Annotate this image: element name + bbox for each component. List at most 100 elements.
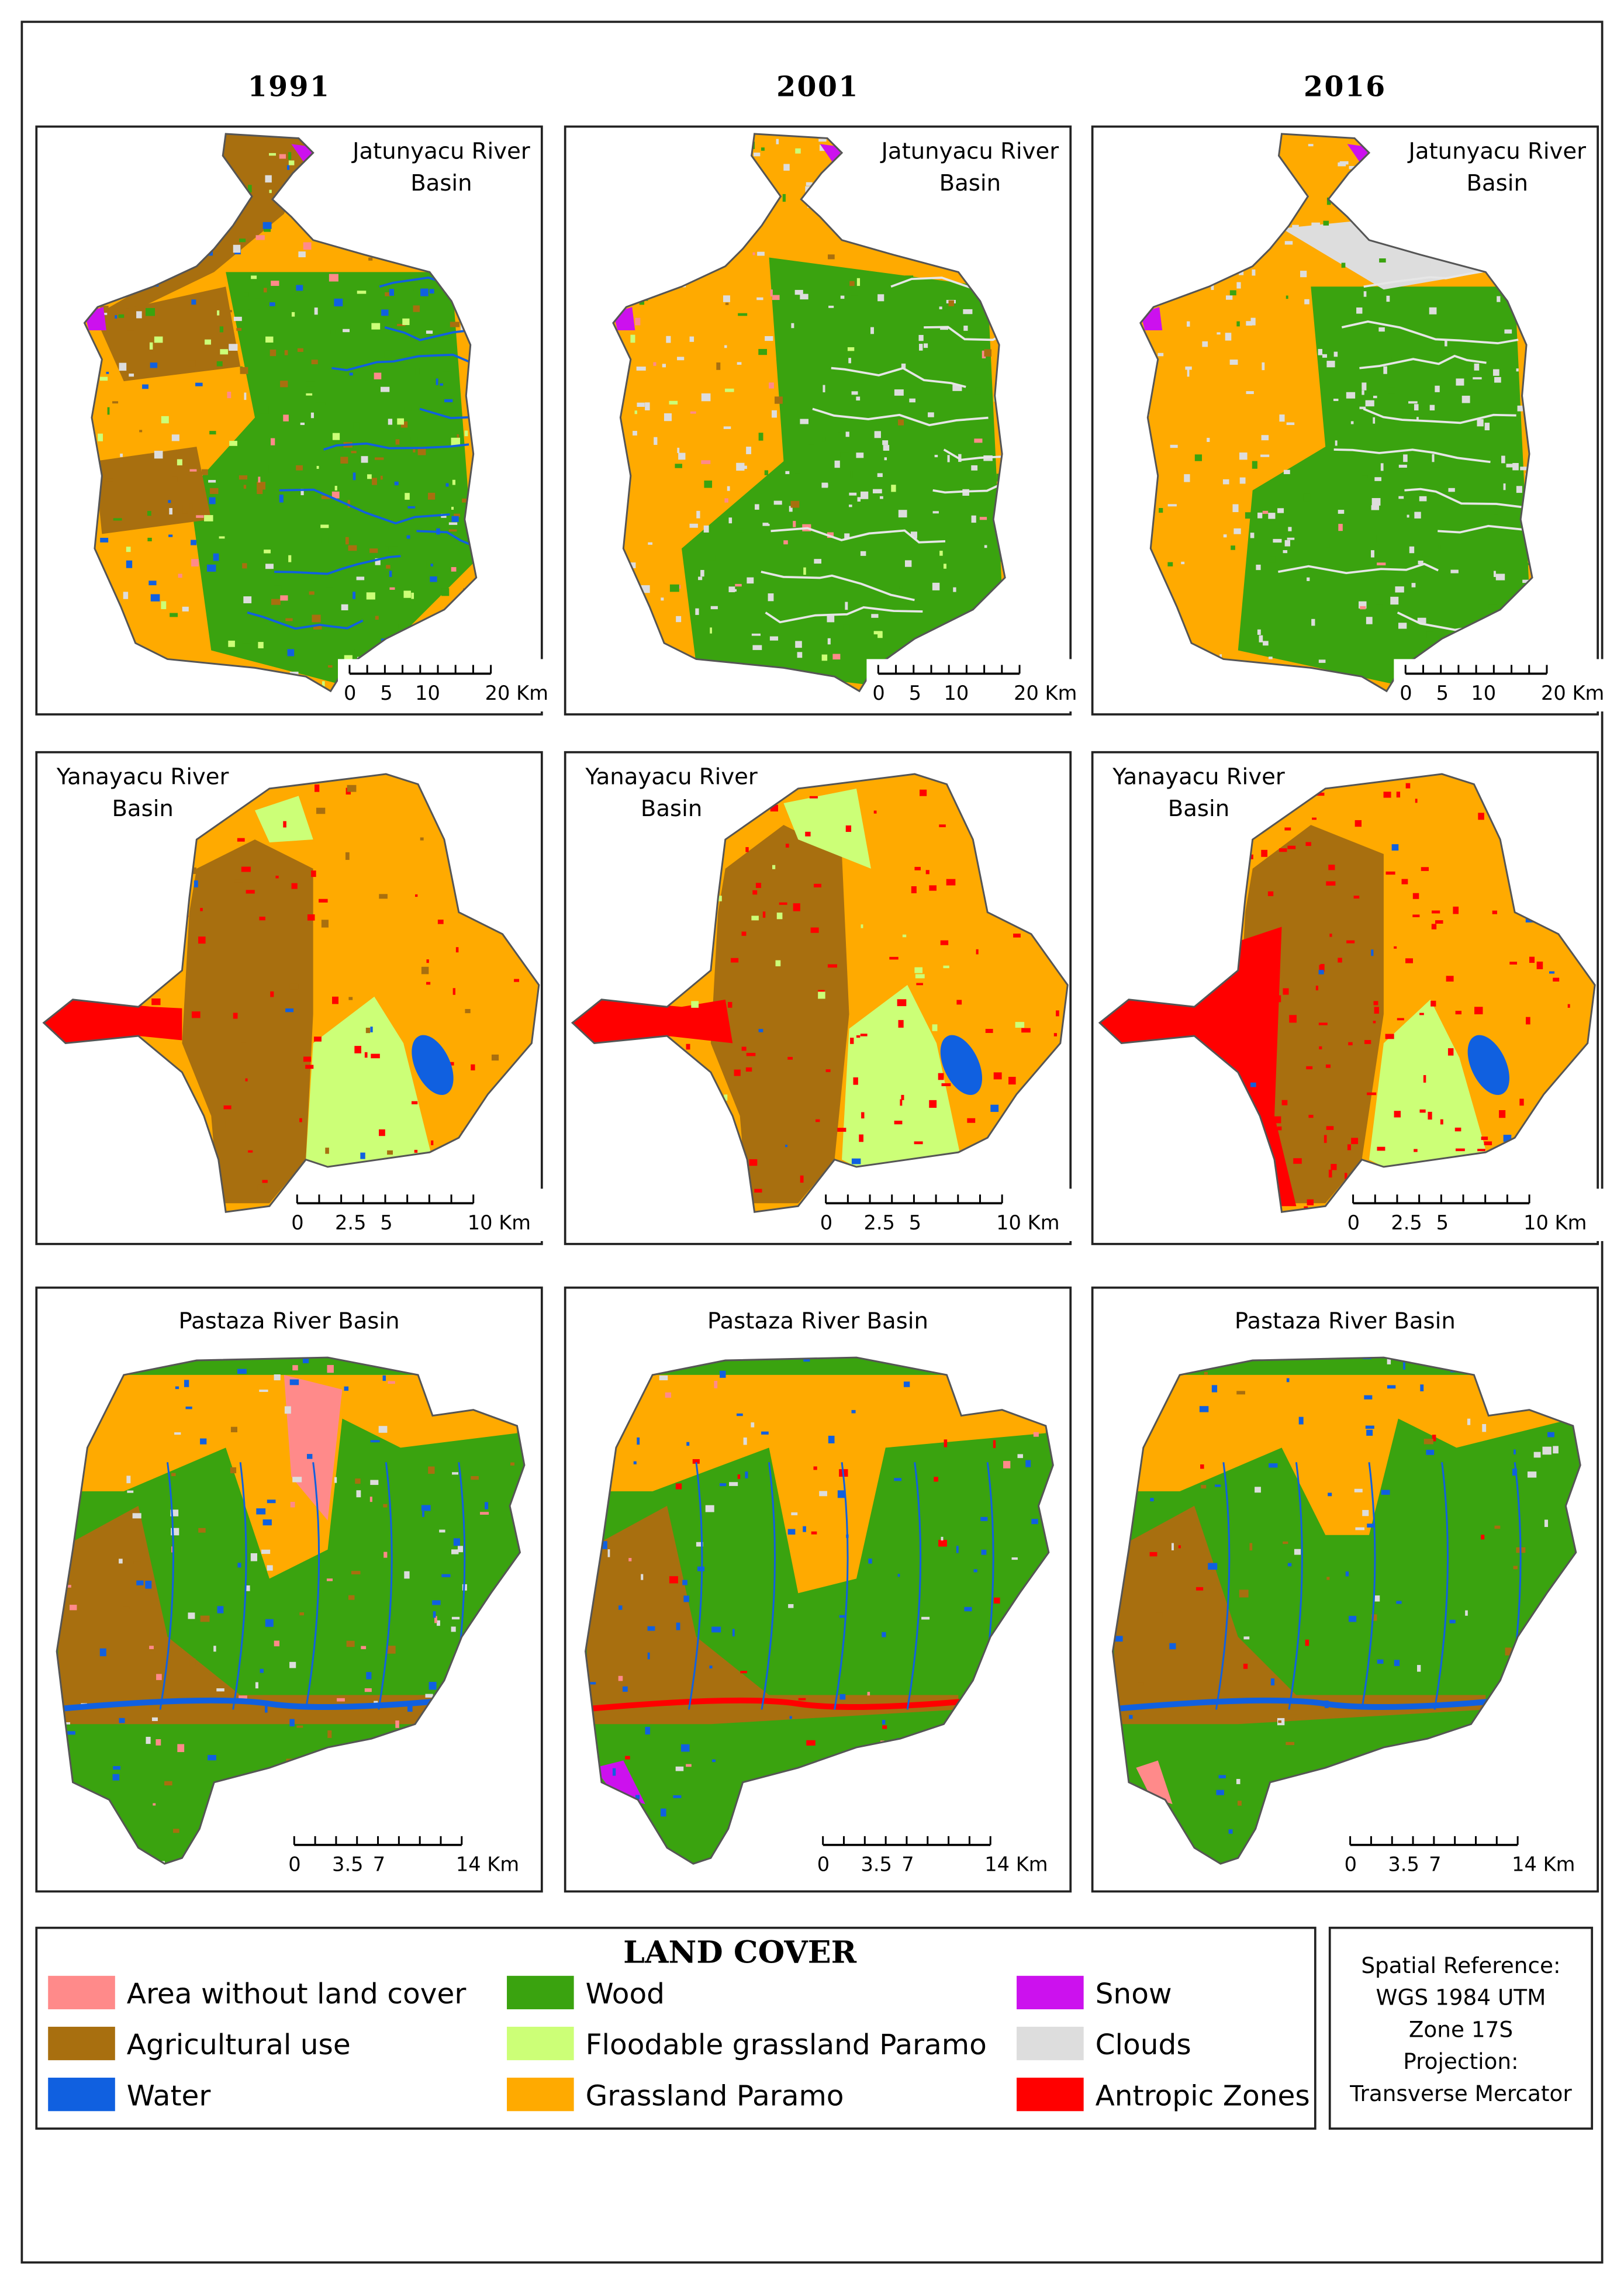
land-patch — [1300, 271, 1307, 278]
land-patch — [1391, 357, 1398, 364]
land-patch — [429, 1681, 437, 1690]
land-patch — [306, 381, 315, 387]
land-patch — [329, 274, 338, 282]
land-patch — [264, 226, 271, 232]
land-patch — [791, 323, 794, 329]
land-patch — [698, 576, 703, 581]
land-patch — [271, 281, 279, 286]
land-patch — [260, 1668, 264, 1673]
land-patch — [1283, 988, 1289, 995]
land-patch — [1246, 391, 1254, 395]
legend-swatch — [48, 1975, 115, 2010]
land-patch — [1461, 395, 1470, 403]
land-patch — [848, 358, 851, 364]
land-patch — [354, 1046, 361, 1053]
land-patch — [217, 1121, 226, 1128]
land-patch — [296, 465, 303, 471]
land-patch — [245, 1585, 250, 1591]
land-patch — [1497, 296, 1501, 302]
land-patch — [208, 480, 216, 483]
land-patch — [182, 606, 189, 611]
land-patch — [1421, 867, 1429, 871]
basin-map — [1140, 133, 1533, 692]
land-patch — [1419, 496, 1427, 502]
land-patch — [1267, 1091, 1276, 1095]
land-patch — [1394, 946, 1397, 949]
land-patch — [768, 593, 774, 602]
legend-label: Clouds — [1096, 2029, 1191, 2061]
land-patch — [932, 511, 939, 514]
land-patch — [843, 624, 850, 631]
land-patch — [675, 1766, 684, 1771]
land-patch — [286, 165, 290, 170]
land-patch — [932, 1024, 938, 1031]
land-patch — [1231, 545, 1235, 550]
land-patch — [810, 927, 819, 933]
land-patch — [1519, 471, 1523, 476]
land-patch — [261, 1549, 271, 1554]
land-patch — [919, 344, 923, 351]
land-patch — [695, 608, 699, 615]
land-patch — [1429, 405, 1435, 411]
land-patch — [1347, 1144, 1352, 1150]
land-patch — [765, 336, 773, 341]
land-patch — [662, 364, 666, 368]
land-patch — [451, 1626, 456, 1632]
land-patch — [148, 581, 157, 586]
land-patch — [288, 152, 292, 160]
land-patch — [856, 452, 864, 458]
land-patch — [1477, 419, 1484, 427]
land-patch — [355, 1478, 361, 1484]
land-patch — [973, 1569, 977, 1573]
river — [416, 530, 476, 566]
land-patch — [840, 295, 845, 299]
land-patch — [676, 1622, 680, 1630]
basin-label: Basin — [1168, 796, 1229, 822]
land-patch — [1416, 417, 1419, 421]
land-patch — [1423, 1075, 1426, 1083]
land-patch — [1249, 1543, 1253, 1551]
land-patch — [1455, 1148, 1465, 1152]
land-patch — [1233, 528, 1241, 534]
land-patch — [426, 982, 431, 985]
land-patch — [300, 422, 305, 426]
land-patch — [704, 481, 713, 488]
land-patch — [1276, 528, 1280, 532]
land-patch — [758, 1029, 763, 1032]
land-patch — [612, 1768, 616, 1776]
land-patch — [1021, 1028, 1031, 1033]
land-patch — [1542, 1446, 1552, 1455]
land-patch — [243, 596, 252, 603]
land-patch — [661, 597, 664, 601]
land-patch — [1553, 977, 1560, 982]
land-patch — [967, 1118, 976, 1123]
land-patch — [1377, 562, 1386, 566]
land-patch — [405, 493, 410, 500]
land-patch — [1239, 452, 1248, 460]
land-patch — [1526, 1017, 1530, 1025]
land-patch — [943, 965, 949, 969]
land-patch — [205, 339, 211, 345]
land-patch — [200, 1438, 207, 1445]
land-patch — [741, 931, 747, 936]
land-patch — [899, 424, 907, 431]
scale-label: 5 — [380, 682, 392, 704]
land-patch — [1318, 1022, 1328, 1025]
basin-outline — [571, 773, 1069, 1213]
land-patch — [291, 312, 295, 317]
land-patch — [1432, 1435, 1436, 1442]
land-patch — [298, 251, 306, 258]
scale-label: 10 Km — [996, 1211, 1059, 1234]
land-patch — [1286, 422, 1295, 426]
land-patch — [873, 489, 882, 493]
legend-swatch — [1017, 2078, 1084, 2112]
land-patch — [1233, 1049, 1241, 1055]
land-patch — [1390, 596, 1399, 605]
land-patch — [956, 1546, 959, 1553]
land-patch — [714, 1381, 718, 1388]
land-patch — [112, 1006, 120, 1014]
land-patch — [1422, 550, 1429, 557]
land-patch — [150, 362, 158, 368]
land-patch — [1388, 387, 1396, 394]
land-patch — [791, 1512, 798, 1516]
